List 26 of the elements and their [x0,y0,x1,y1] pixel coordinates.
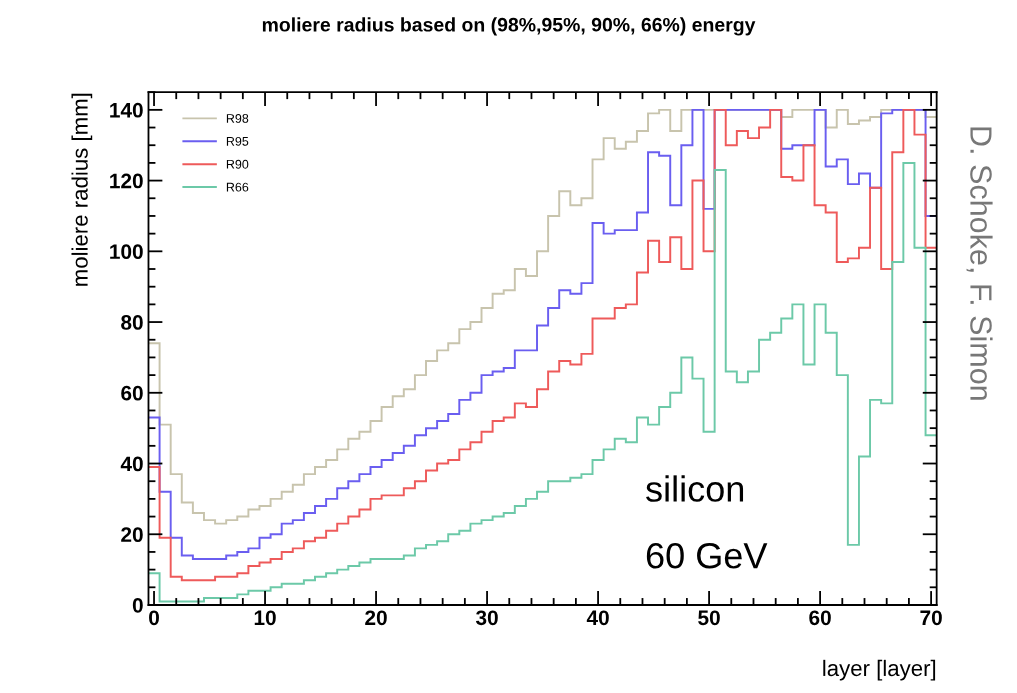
annotation: silicon [646,475,744,502]
y-tick-label: 20 [121,527,143,543]
x-tick-label: 50 [698,610,720,626]
text: D. Schoke, F. Simon [966,127,993,400]
x-tick-label: 70 [920,610,942,626]
y-tick-label: 80 [121,315,143,330]
x-tick-label: 40 [586,610,609,626]
legend-label: R66 [226,182,249,192]
x-axis-title: layer [layer] [823,659,936,681]
x-tick-label: 20 [365,610,387,626]
legend-label: R95 [226,136,249,146]
chart-title: moliere radius based on (98%,95%, 90%, 66%) energy [262,17,756,36]
x-tick-label: 10 [254,610,276,626]
x-tick-label: 30 [475,610,498,626]
x-tick-label: 60 [809,610,831,626]
y-tick-label: 60 [121,385,143,401]
y-tick-label: 40 [120,456,143,472]
annotation: 60 GeV [646,542,768,569]
y-axis-title: moliere radius [mm] [71,93,93,286]
y-tick-label: 120 [110,173,143,189]
legend-label: R90 [226,159,249,169]
y-tick-label: 100 [110,244,143,260]
legend-label: R98 [226,114,249,123]
x-tick-label: 0 [149,610,159,626]
y-tick-label: 140 [110,102,143,118]
y-tick-label: 0 [132,597,143,613]
